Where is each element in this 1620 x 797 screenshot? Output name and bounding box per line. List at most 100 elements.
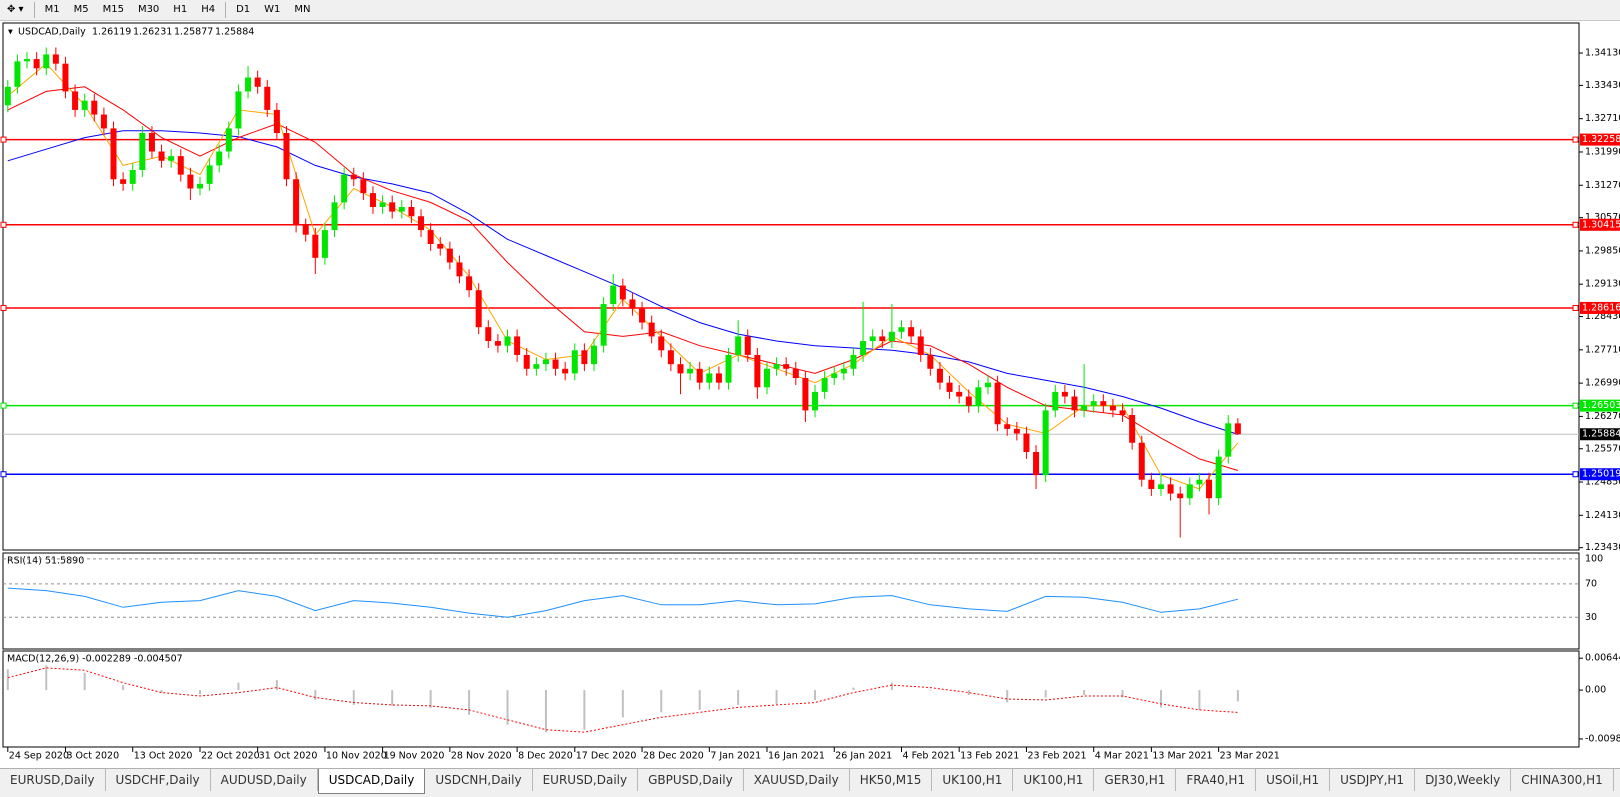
candle-body (1042, 410, 1049, 476)
macd-bar (1083, 690, 1086, 696)
symbol-tab[interactable]: HK50,M15 (850, 769, 933, 791)
candle-body (1167, 484, 1174, 494)
current-price-label: 1.25884 (1582, 429, 1620, 440)
candle-body (235, 91, 242, 129)
candle-body (706, 373, 713, 383)
candle-body (33, 59, 40, 69)
macd-panel (2, 650, 1580, 748)
y-tick-label: 1.33430 (1585, 80, 1620, 91)
candle-body (446, 248, 453, 263)
candle-body (831, 373, 838, 379)
symbol-tab[interactable]: EURUSD,Daily (0, 769, 106, 791)
candle-body (216, 151, 223, 166)
symbol-tab[interactable]: USDJPY,H1 (1330, 769, 1416, 791)
symbol-tab[interactable]: USDCHF,Daily (106, 769, 211, 791)
chart-title: USDCAD,Daily (18, 27, 86, 38)
macd-bar (660, 690, 663, 713)
symbol-tab[interactable]: USDCNH,Daily (425, 769, 533, 791)
y-tick-label: 1.28430 (1585, 311, 1620, 322)
candle-body (245, 77, 252, 92)
menu-arrow[interactable]: ✥ ▾ (7, 4, 24, 15)
symbol-tab[interactable]: CHINA300,H1 (1511, 769, 1614, 791)
candle-body (562, 368, 569, 374)
level-label-bg (1580, 399, 1620, 412)
candle-body (1119, 410, 1126, 416)
symbol-tab[interactable]: DJ30,Weekly (1415, 769, 1512, 791)
symbol-tab[interactable]: UK100,H1 (932, 769, 1014, 791)
candle-body (504, 336, 511, 346)
timeframe-button[interactable]: M30 (137, 4, 160, 15)
level-handle (1572, 221, 1579, 228)
candle-body (418, 216, 425, 231)
main-panel (2, 22, 1580, 551)
candle-body (725, 354, 732, 383)
candle-body (610, 285, 617, 305)
symbol-tabs: EURUSD,Daily USDCHF,Daily AUDUSD,Daily USDC… (0, 768, 1620, 797)
level-handle (1572, 471, 1579, 478)
symbol-tab[interactable]: XAUUSD,Daily (744, 769, 850, 791)
y-tick-label: 1.24130 (1585, 510, 1620, 521)
candle-body (600, 304, 607, 346)
candle-body (341, 174, 348, 203)
candle-body (783, 364, 790, 369)
candle-body (1033, 451, 1040, 476)
timeframe-button[interactable]: H1 (173, 4, 188, 15)
symbol-tab[interactable]: USDCAD,Daily (317, 769, 426, 794)
candle-body (888, 331, 895, 342)
timeframe-button[interactable]: M1 (44, 4, 60, 15)
symbol-tab[interactable]: EURUSD,Daily (533, 769, 639, 791)
timeframe-button[interactable]: H4 (201, 4, 216, 15)
candle-body (523, 354, 530, 369)
level-handle (0, 304, 7, 311)
macd-bar (967, 690, 970, 696)
candle-body (100, 114, 107, 129)
candle-body (225, 128, 232, 152)
level-label-bg (1580, 468, 1620, 481)
symbol-tab[interactable]: UK100,H1 (1013, 769, 1095, 791)
x-tick-label: 13 Feb 2021 (960, 751, 1019, 762)
timeframe-button[interactable]: M15 (102, 4, 124, 15)
macd-bar (83, 672, 86, 691)
candle-body (475, 290, 482, 328)
level-label: 1.25019 (1582, 469, 1620, 480)
candle-body (62, 63, 69, 92)
candle-body (821, 378, 828, 392)
timeframe-button[interactable]: M5 (73, 4, 89, 15)
symbol-tab[interactable]: USOil,H1 (1256, 769, 1331, 791)
macd-bar (6, 669, 9, 691)
candle-body (591, 345, 597, 365)
macd-bar (429, 690, 432, 708)
candle-body (466, 276, 473, 291)
candle-body (197, 183, 203, 189)
timeframe-button[interactable]: W1 (264, 4, 281, 15)
symbol-tab[interactable]: GER30,H1 (1094, 769, 1177, 791)
candle-body (148, 133, 155, 152)
y-tick-label: 1.32710 (1585, 113, 1620, 124)
candle-body (985, 382, 991, 388)
candle-body (581, 350, 588, 365)
separator (225, 2, 227, 18)
timeframe-button[interactable]: D1 (236, 4, 251, 15)
y-tick-label: 1.34130 (1585, 48, 1620, 59)
header-open: 1.26119 (92, 27, 131, 38)
symbol-tab[interactable]: AUDUSD,Daily (211, 769, 318, 791)
timeframe-button[interactable]: MN (294, 4, 311, 15)
x-tick-label: 4 Mar 2021 (1095, 751, 1149, 762)
candle-body (312, 234, 319, 258)
candle-body (14, 61, 21, 87)
candle-body (369, 193, 376, 207)
symbol-tab[interactable]: FRA40,H1 (1176, 769, 1257, 791)
candle-body (1109, 405, 1116, 411)
candle-body (975, 387, 982, 406)
candle-body (792, 368, 799, 379)
y-tick-label: 1.26270 (1585, 411, 1620, 422)
macd-bar (1121, 690, 1124, 698)
macd-bar (1198, 690, 1201, 710)
symbol-tab[interactable]: GBPUSD,Daily (638, 769, 744, 791)
candle-body (1148, 479, 1155, 489)
macd-bar (352, 690, 355, 705)
candle-body (1013, 428, 1020, 434)
rsi-tick-label: 70 (1585, 578, 1597, 589)
candle-body (389, 202, 396, 212)
